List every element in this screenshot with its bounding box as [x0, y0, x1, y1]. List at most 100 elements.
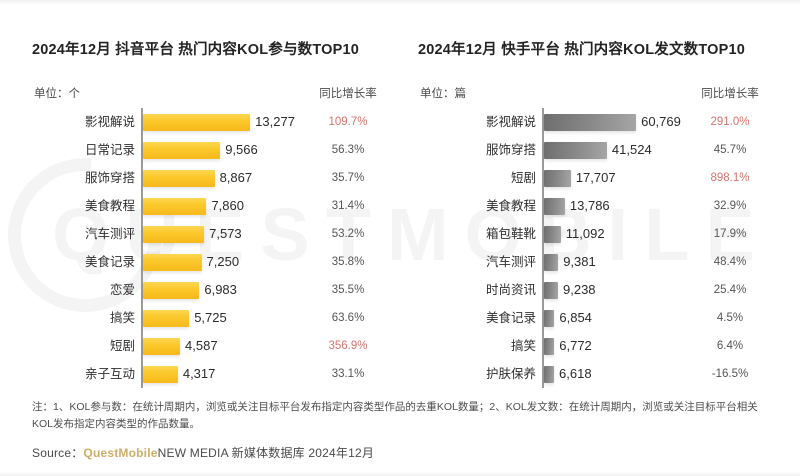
source-line: Source：QuestMobileNEW MEDIA 新媒体数据库 2024年… — [32, 444, 374, 461]
bar-value-label: 4,587 — [185, 338, 218, 353]
growth-rate-value: -16.5% — [711, 368, 749, 380]
bar — [544, 198, 565, 215]
bar — [143, 310, 190, 327]
bar-value-label: 9,238 — [563, 282, 596, 297]
chart-row: 时尚资讯 9,238 25.4% — [404, 276, 794, 304]
bar-value-label: 8,867 — [219, 170, 253, 185]
growth-rate-value: 109.7% — [328, 116, 368, 128]
chart-row: 恋爱 6,983 35.5% — [18, 276, 408, 304]
bar — [544, 282, 558, 299]
bar-value-label: 13,786 — [569, 198, 610, 213]
category-label: 服饰穿搭 — [485, 143, 536, 157]
bar-value-label: 6,772 — [559, 338, 592, 353]
chart-row: 亲子互动 4,317 33.1% — [18, 360, 408, 388]
bar — [143, 254, 202, 271]
growth-rate-value: 31.4% — [331, 200, 365, 212]
chart-row: 美食教程 13,786 32.9% — [404, 192, 794, 220]
bar-value-label: 17,707 — [575, 170, 616, 185]
chart-row: 服饰穿搭 41,524 45.7% — [404, 136, 794, 164]
chart-row: 护肤保养 6,618 -16.5% — [404, 360, 794, 388]
chart-row: 美食教程 7,860 31.4% — [18, 192, 408, 220]
category-label: 短剧 — [109, 339, 135, 353]
growth-rate-value: 33.1% — [331, 368, 365, 380]
bar — [143, 198, 207, 215]
category-label: 搞笑 — [109, 311, 135, 325]
chart-panel-kuaishou: 2024年12月 快手平台 热门内容KOL发文数TOP10 单位：篇 同比增长率… — [404, 0, 794, 400]
category-label: 服饰穿搭 — [84, 171, 135, 185]
bar-value-label: 4,317 — [182, 366, 216, 381]
bar — [143, 338, 181, 355]
bar-value-label: 5,725 — [194, 310, 227, 325]
bar-value-label: 7,250 — [206, 254, 240, 269]
bar-value-label: 9,566 — [225, 142, 258, 157]
category-label: 亲子互动 — [84, 367, 135, 381]
bar — [143, 114, 251, 131]
bar — [544, 366, 555, 383]
growth-rate-value: 56.3% — [331, 144, 365, 156]
category-label: 美食记录 — [485, 311, 536, 325]
category-label: 箱包鞋靴 — [485, 227, 536, 241]
category-label: 护肤保养 — [485, 367, 536, 381]
growth-rate-value: 25.4% — [713, 284, 747, 296]
bar — [544, 338, 555, 355]
growth-rate-value: 32.9% — [713, 200, 747, 212]
bar-value-label: 41,524 — [611, 142, 652, 157]
category-label: 影视解说 — [485, 115, 536, 129]
category-label: 日常记录 — [84, 143, 135, 157]
category-label: 短剧 — [510, 171, 536, 185]
bar — [143, 282, 200, 299]
unit-label-douyin: 单位：个 — [34, 88, 80, 100]
growth-rate-value: 17.9% — [713, 228, 747, 240]
growth-header-douyin: 同比增长率 — [319, 88, 377, 100]
growth-rate-value: 35.8% — [331, 256, 365, 268]
chart-row: 影视解说 60,769 291.0% — [404, 108, 794, 136]
growth-rate-value: 63.6% — [331, 312, 365, 324]
bar — [544, 114, 637, 131]
bar — [143, 226, 205, 243]
growth-rate-value: 35.5% — [331, 284, 365, 296]
growth-rate-value: 4.5% — [716, 312, 744, 324]
source-brand: QuestMobile — [83, 446, 158, 460]
growth-header-kuaishou: 同比增长率 — [701, 88, 759, 100]
chart-row: 美食记录 6,854 4.5% — [404, 304, 794, 332]
category-label: 影视解说 — [84, 115, 135, 129]
unit-label-kuaishou: 单位：篇 — [420, 88, 466, 100]
bar-value-label: 11,092 — [565, 226, 605, 241]
bar — [143, 366, 178, 383]
growth-rate-value: 898.1% — [710, 172, 750, 184]
chart-row: 影视解说 13,277 109.7% — [18, 108, 408, 136]
category-label: 时尚资讯 — [485, 283, 536, 297]
bar — [544, 226, 561, 243]
chart-row: 搞笑 6,772 6.4% — [404, 332, 794, 360]
bar-rows-kuaishou: 影视解说 60,769 291.0% 服饰穿搭 41,524 45.7% 短剧 17,707 8… — [404, 108, 794, 388]
growth-rate-value: 356.9% — [328, 340, 368, 352]
axis-line-kuaishou — [542, 108, 544, 388]
bar-value-label: 7,573 — [209, 226, 242, 241]
bar-value-label: 6,618 — [559, 366, 592, 381]
category-label: 搞笑 — [510, 339, 536, 353]
category-label: 美食教程 — [485, 199, 536, 213]
source-prefix: Source： — [32, 446, 84, 460]
growth-rate-value: 35.7% — [331, 172, 365, 184]
category-label: 汽车测评 — [84, 227, 135, 241]
bar — [544, 310, 555, 327]
growth-rate-value: 45.7% — [713, 144, 747, 156]
chart-row: 搞笑 5,725 63.6% — [18, 304, 408, 332]
chart-title-kuaishou: 2024年12月 快手平台 热门内容KOL发文数TOP10 — [418, 42, 746, 58]
axis-line-douyin — [141, 108, 143, 388]
growth-rate-value: 291.0% — [710, 116, 750, 128]
category-label: 汽车测评 — [485, 255, 536, 269]
chart-row: 短剧 17,707 898.1% — [404, 164, 794, 192]
growth-rate-value: 6.4% — [716, 340, 744, 352]
bar-value-label: 13,277 — [255, 114, 295, 129]
growth-rate-value: 53.2% — [331, 228, 365, 240]
bar-value-label: 6,854 — [559, 310, 592, 325]
slide-top-edge — [0, 0, 800, 5]
bar-value-label: 9,381 — [563, 254, 596, 269]
bar — [143, 170, 215, 187]
bar — [143, 142, 221, 159]
bar — [544, 254, 559, 271]
footnote: 注：1、KOL参与数：在统计周期内，浏览或关注目标平台发布指定内容类型作品的去重… — [32, 401, 758, 430]
chart-row: 日常记录 9,566 56.3% — [18, 136, 408, 164]
